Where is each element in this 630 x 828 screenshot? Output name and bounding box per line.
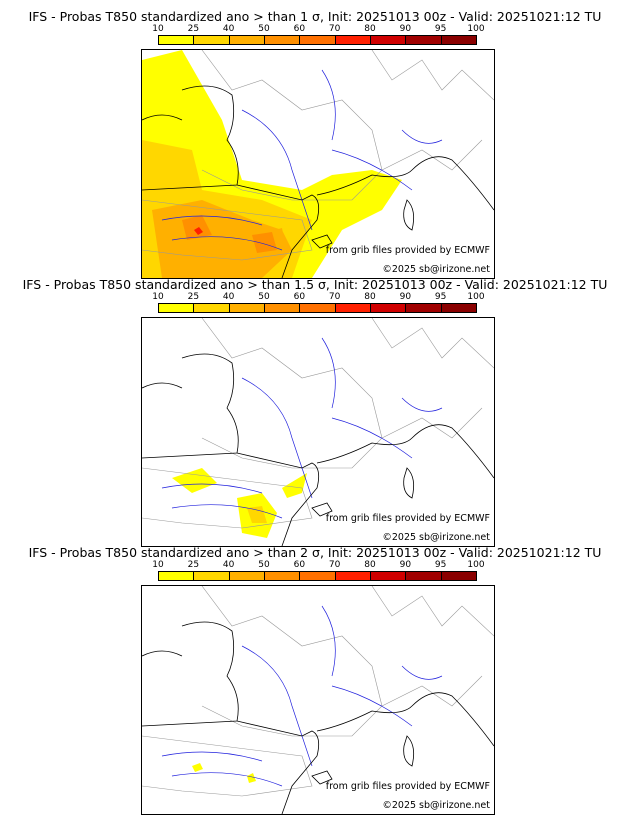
- colorbar-segment: [194, 572, 230, 580]
- colorbar-tick: 100: [467, 560, 485, 570]
- colorbar-ticks: 10 25 40 50 60 70 80 90 95 100: [152, 24, 484, 34]
- colorbar-tick: 40: [222, 560, 235, 570]
- rivers: [161, 69, 443, 251]
- colorbar-tick: 60: [293, 292, 306, 302]
- colorbar-segment: [159, 572, 195, 580]
- data-source-credit: from grib files provided by ECMWF: [325, 245, 490, 256]
- rivers: [161, 605, 443, 787]
- colorbar-tick: 90: [399, 24, 412, 34]
- colorbar-segment: [335, 572, 371, 580]
- colorbar-segment: [370, 572, 407, 580]
- colorbar-segment: [229, 572, 265, 580]
- colorbar-segment: [370, 304, 407, 312]
- copyright-credit: ©2025 sb@irizone.net: [382, 532, 490, 543]
- colorbar-tick: 80: [364, 292, 376, 302]
- colorbar-tick: 90: [399, 292, 412, 302]
- colorbar-tick: 10: [152, 292, 164, 302]
- colorbar-segment: [406, 304, 442, 312]
- probability-area: [172, 468, 307, 538]
- panel-2-sigma: IFS - Probas T850 standardized ano > tha…: [0, 536, 630, 815]
- probability-shading: [192, 763, 256, 783]
- data-source-credit: from grib files provided by ECMWF: [325, 513, 490, 524]
- probability-map: from grib files provided by ECMWF ©2025 …: [141, 585, 495, 815]
- colorbar-segment: [159, 304, 195, 312]
- borders: [142, 50, 494, 261]
- colorbar-tick: 25: [187, 24, 200, 34]
- colorbar-segment: [264, 36, 301, 44]
- coastline: [142, 621, 494, 814]
- colorbar: [158, 35, 477, 45]
- colorbar-tick: 25: [187, 292, 200, 302]
- colorbar-ticks: 10 25 40 50 60 70 80 90 95 100: [152, 560, 484, 570]
- colorbar-tick: 70: [328, 24, 341, 34]
- colorbar-tick: 95: [434, 292, 447, 302]
- colorbar-segment: [264, 304, 301, 312]
- colorbar-tick: 70: [328, 560, 341, 570]
- colorbar-tick: 100: [467, 24, 485, 34]
- colorbar-tick: 25: [187, 560, 200, 570]
- map-drawing: [142, 50, 494, 278]
- colorbar-segment: [441, 304, 476, 312]
- probability-area: [194, 227, 203, 235]
- probability-area: [247, 506, 267, 523]
- map-drawing: [142, 318, 494, 546]
- colorbar-segment: [229, 304, 265, 312]
- panel-title: IFS - Probas T850 standardized ano > tha…: [28, 9, 602, 24]
- colorbar-tick: 95: [434, 24, 447, 34]
- colorbar-segment: [406, 572, 442, 580]
- colorbar-tick: 50: [258, 560, 270, 570]
- probability-map: from grib files provided by ECMWF ©2025 …: [141, 49, 495, 279]
- colorbar-segment: [229, 36, 265, 44]
- colorbar-tick: 100: [467, 292, 485, 302]
- borders: [142, 586, 494, 797]
- colorbar-tick: 10: [152, 24, 164, 34]
- borders: [142, 318, 494, 529]
- colorbar-segment: [194, 36, 230, 44]
- colorbar-segment: [441, 572, 476, 580]
- colorbar-segment: [370, 36, 407, 44]
- colorbar-tick: 95: [434, 560, 447, 570]
- colorbar-tick: 50: [258, 292, 270, 302]
- panel-title: IFS - Probas T850 standardized ano > tha…: [28, 545, 602, 560]
- colorbar-tick: 80: [364, 24, 376, 34]
- colorbar: [158, 571, 477, 581]
- colorbar-segment: [441, 36, 476, 44]
- colorbar-segment: [300, 304, 336, 312]
- colorbar-segment: [159, 36, 195, 44]
- probability-shading: [142, 50, 402, 278]
- colorbar-tick: 80: [364, 560, 376, 570]
- colorbar-segment: [264, 572, 301, 580]
- colorbar-segment: [335, 36, 371, 44]
- colorbar-segment: [300, 36, 336, 44]
- probability-area: [192, 763, 256, 783]
- panel-title: IFS - Probas T850 standardized ano > tha…: [22, 277, 608, 292]
- coastline: [142, 85, 494, 278]
- data-source-credit: from grib files provided by ECMWF: [325, 781, 490, 792]
- panel-1-sigma: IFS - Probas T850 standardized ano > tha…: [0, 0, 630, 279]
- colorbar-tick: 60: [293, 560, 306, 570]
- colorbar-tick: 60: [293, 24, 306, 34]
- colorbar-tick: 40: [222, 24, 235, 34]
- colorbar-segment: [300, 572, 336, 580]
- probability-shading: [172, 468, 307, 538]
- copyright-credit: ©2025 sb@irizone.net: [382, 800, 490, 811]
- copyright-credit: ©2025 sb@irizone.net: [382, 264, 490, 275]
- colorbar-tick: 90: [399, 560, 412, 570]
- colorbar-tick: 40: [222, 292, 235, 302]
- colorbar-segment: [335, 304, 371, 312]
- colorbar-segment: [194, 304, 230, 312]
- coastline: [142, 353, 494, 546]
- map-drawing: [142, 586, 494, 814]
- rivers: [161, 337, 443, 519]
- colorbar-tick: 50: [258, 24, 270, 34]
- colorbar-tick: 10: [152, 560, 164, 570]
- colorbar: [158, 303, 477, 313]
- probability-map: from grib files provided by ECMWF ©2025 …: [141, 317, 495, 547]
- probability-area: [182, 215, 277, 253]
- panel-1-5-sigma: IFS - Probas T850 standardized ano > tha…: [0, 268, 630, 547]
- colorbar-ticks: 10 25 40 50 60 70 80 90 95 100: [152, 292, 484, 302]
- colorbar-segment: [406, 36, 442, 44]
- colorbar-tick: 70: [328, 292, 341, 302]
